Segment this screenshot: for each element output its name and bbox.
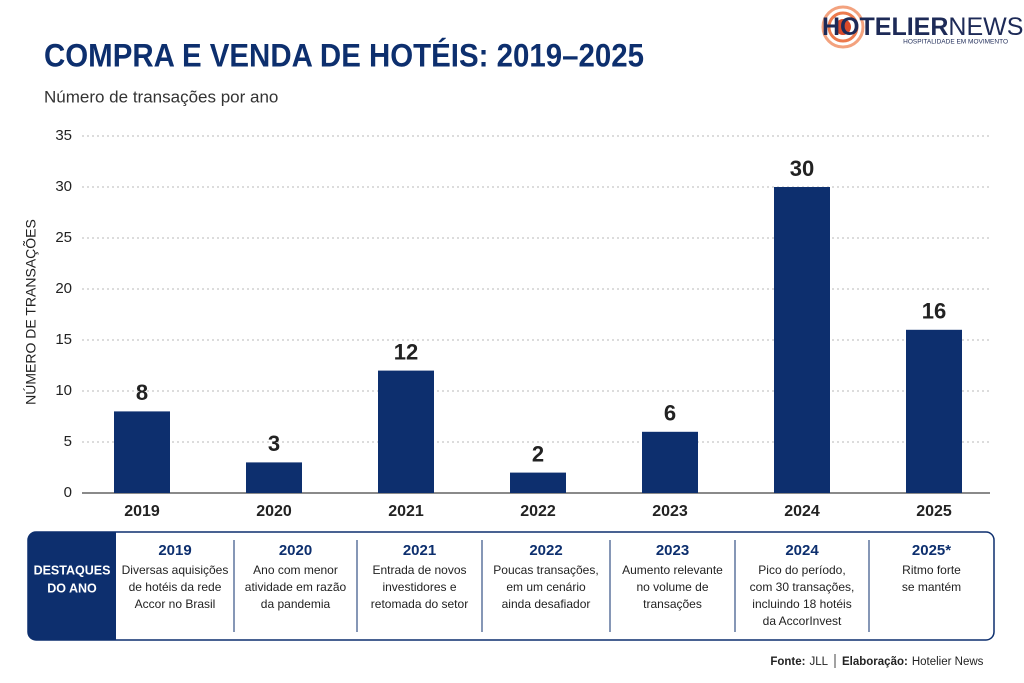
bar — [246, 462, 302, 493]
logo-ring — [827, 11, 859, 43]
credit-value: Hotelier News — [912, 656, 984, 668]
credit-label: Elaboração: — [842, 656, 908, 668]
bar — [510, 472, 566, 493]
bar — [114, 411, 170, 493]
highlight-text: Ano com menor — [253, 563, 338, 577]
highlights-heading: DESTAQUES — [34, 563, 111, 577]
y-tick-label: 10 — [55, 382, 72, 399]
logo: HOTELIERNEWS HOSPITALIDADE EM MOVIMENTO — [821, 5, 1023, 49]
highlight-text: no volume de — [636, 580, 708, 594]
y-tick-label: 25 — [55, 229, 72, 246]
y-tick-label: 20 — [55, 280, 72, 297]
source: Fonte: JLL — [770, 656, 828, 668]
value-label: 30 — [790, 156, 814, 181]
value-label: 8 — [136, 380, 148, 405]
x-tick-label: 2020 — [256, 503, 292, 520]
x-tick-label: 2025 — [916, 503, 952, 520]
value-label: 3 — [268, 431, 280, 456]
highlight-text: Poucas transações, — [493, 563, 598, 577]
x-tick-label: 2019 — [124, 503, 160, 520]
highlight-text: investidores e — [382, 580, 456, 594]
value-label: 2 — [532, 441, 544, 466]
highlight-text: Pico do período, — [758, 563, 845, 577]
bar — [378, 370, 434, 493]
highlight-text: da pandemia — [261, 597, 331, 611]
highlight-text: Entrada de novos — [372, 563, 466, 577]
bar — [774, 187, 830, 493]
highlight-text: de hotéis da rede — [129, 580, 222, 594]
highlight-text: Aumento relevante — [622, 563, 723, 577]
highlight-year: 2021 — [403, 542, 436, 559]
highlight-text: retomada do setor — [371, 597, 468, 611]
chart-title: COMPRA E VENDA DE HOTÉIS: 2019–2025 — [44, 37, 644, 73]
logo-ring — [835, 19, 851, 35]
logo-light: NEWS — [948, 13, 1023, 41]
source-label: Fonte: — [770, 656, 805, 668]
logo-bold: HOTELIER — [822, 13, 948, 41]
x-tick-label: 2022 — [520, 503, 556, 520]
highlight-year: 2023 — [656, 542, 689, 559]
highlight-year: 2025* — [912, 542, 951, 559]
y-tick-label: 30 — [55, 178, 72, 195]
highlight-year: 2020 — [279, 542, 312, 559]
highlight-text: Ritmo forte — [902, 563, 961, 577]
x-tick-label: 2021 — [388, 503, 424, 520]
highlight-year: 2022 — [529, 542, 562, 559]
highlights-heading: DO ANO — [47, 581, 97, 595]
value-label: 12 — [394, 339, 418, 364]
chart-subtitle: Número de transações por ano — [44, 87, 278, 106]
highlight-text: Diversas aquisições — [122, 563, 229, 577]
highlight-text: se mantém — [902, 580, 961, 594]
value-label: 6 — [664, 401, 676, 426]
source-value: JLL — [809, 656, 828, 668]
highlights-heading-cell — [28, 532, 116, 640]
highlight-year: 2019 — [158, 542, 191, 559]
highlight-text: ainda desafiador — [502, 597, 591, 611]
highlight-text: transações — [643, 597, 702, 611]
highlight-text: Accor no Brasil — [135, 597, 216, 611]
highlight-text: da AccorInvest — [763, 614, 842, 628]
highlight-text: em um cenário — [506, 580, 586, 594]
y-tick-label: 35 — [55, 127, 72, 144]
credit: Elaboração: Hotelier News — [842, 656, 984, 668]
y-tick-label: 5 — [64, 433, 72, 450]
logo-ring — [821, 5, 865, 49]
y-tick-label: 0 — [64, 484, 72, 501]
logo-name: HOTELIERNEWS — [822, 13, 1023, 41]
value-label: 16 — [922, 299, 946, 324]
highlight-year: 2024 — [785, 542, 819, 559]
y-tick-label: 15 — [55, 331, 72, 348]
bar — [642, 431, 698, 493]
y-axis-label: NÚMERO DE TRANSAÇÕES — [23, 219, 39, 405]
x-tick-label: 2023 — [652, 503, 688, 520]
highlight-text: incluindo 18 hotéis — [752, 597, 851, 611]
x-tick-label: 2024 — [784, 503, 820, 520]
logo-tagline: HOSPITALIDADE EM MOVIMENTO — [903, 39, 1008, 46]
bar — [906, 329, 962, 493]
highlight-text: com 30 transações, — [750, 580, 855, 594]
highlight-text: atividade em razão — [245, 580, 347, 594]
